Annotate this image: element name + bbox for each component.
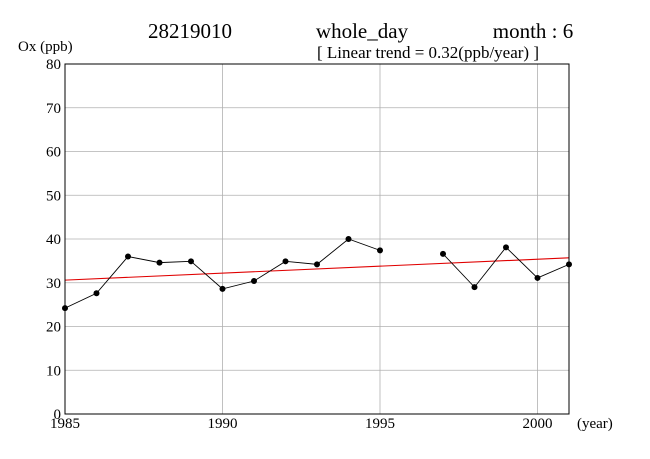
grid-lines [64,63,569,415]
y-tick-label: 80 [46,57,61,73]
plot-frame [64,63,570,415]
y-tick-label: 20 [46,320,61,336]
data-point [534,274,541,281]
x-tick-labels: 1985 1990 1995 2000 [50,416,553,432]
month-label: month : 6 [493,19,574,43]
y-tick-label: 50 [46,188,61,204]
data-point [251,278,257,284]
y-tick-label: 10 [46,363,61,379]
y-tick-label: 70 [46,101,61,117]
series-group [62,236,572,312]
data-point [125,253,131,260]
series-line [442,246,570,288]
x-tick-label: 1985 [50,416,80,432]
data-point [345,236,352,242]
trend-label: [ Linear trend = 0.32(ppb/year) ] [317,43,539,62]
trend-line [64,257,570,281]
y-tick-label: 60 [46,145,61,161]
data-point [219,285,226,292]
station-id: 28219010 [148,19,232,43]
data-point [377,247,383,254]
period-label: whole_day [316,19,409,43]
y-axis-label: Ox (ppb) [18,39,73,55]
y-tick-label: 40 [46,232,61,248]
y-tick-label: 30 [46,276,61,292]
x-tick-label: 1995 [365,416,395,432]
x-tick-label: 2000 [523,416,553,432]
trend-line-group [64,257,570,281]
data-point [156,259,163,266]
data-point [314,261,320,268]
data-point [282,258,289,265]
data-point [503,244,509,251]
data-point [471,284,478,291]
data-point [188,258,194,265]
x-tick-label: 1990 [208,416,238,432]
y-tick-labels: 0 10 20 30 40 50 60 70 80 [46,57,61,423]
x-axis-label: (year) [577,416,613,432]
y-tick-label: 0 [54,407,62,423]
data-point [440,250,446,257]
data-point [93,290,100,297]
